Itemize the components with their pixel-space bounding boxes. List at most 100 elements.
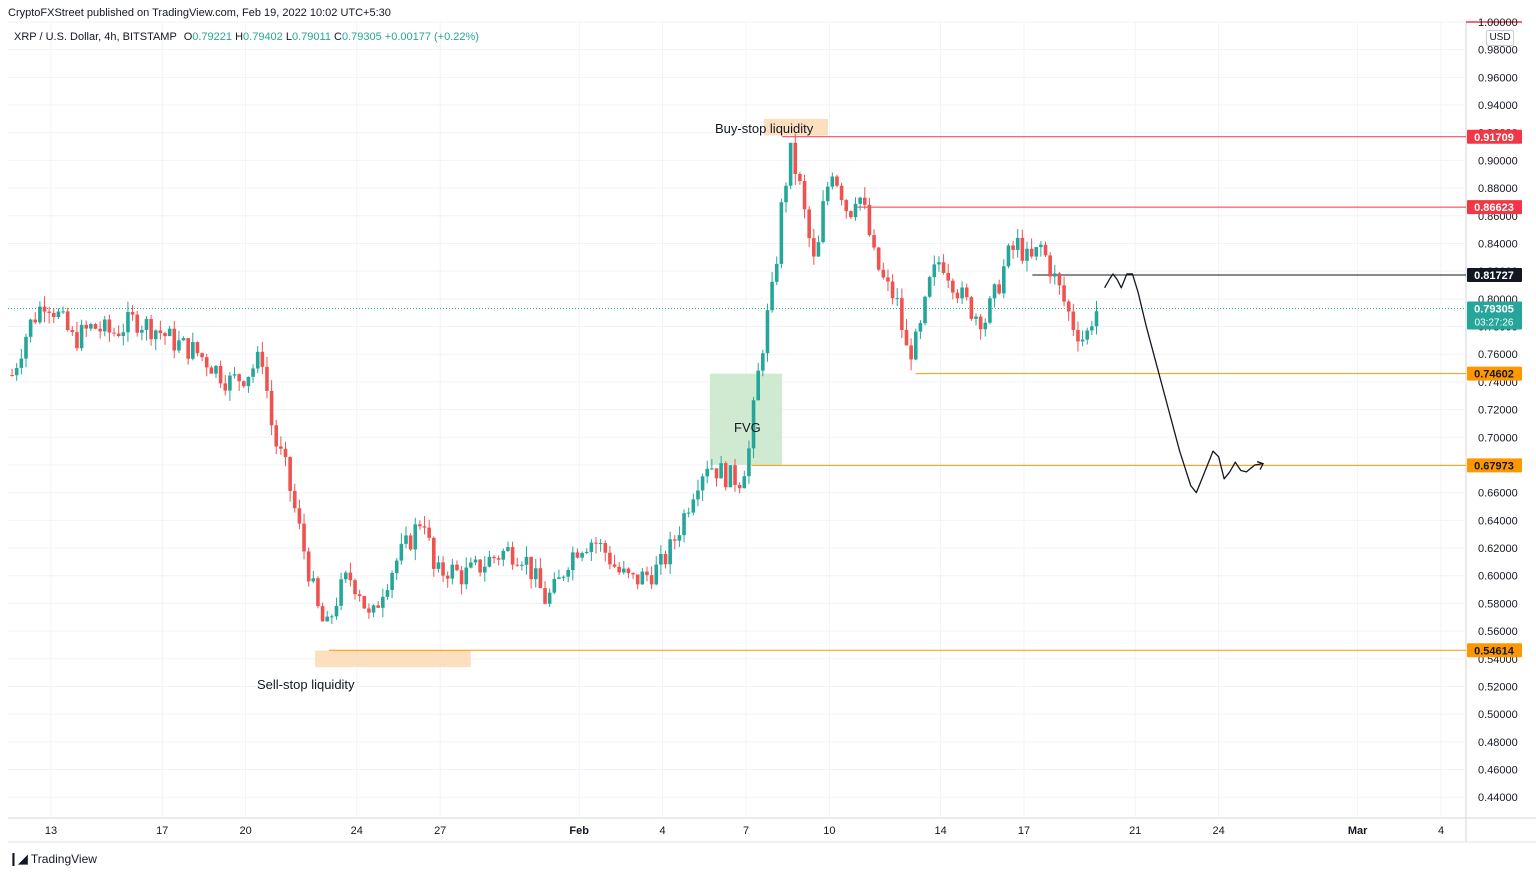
candle-body (974, 316, 978, 319)
candle-body (316, 578, 320, 607)
x-tick-label: 4 (1438, 825, 1444, 837)
candle-body (960, 287, 964, 299)
candle-body (260, 351, 265, 367)
candle-body (362, 596, 367, 609)
candle-body (408, 535, 413, 550)
candle-body (357, 594, 362, 597)
candle-body (825, 186, 830, 202)
candle-body (682, 513, 686, 536)
candle-body (663, 553, 668, 565)
candle-body (849, 211, 853, 218)
candle-body (427, 527, 431, 538)
candle-body (84, 324, 89, 329)
candle-body (923, 296, 927, 324)
candle-body (835, 176, 839, 186)
candle-body (47, 311, 51, 313)
candle-body (756, 370, 760, 401)
low-label: L (285, 31, 292, 43)
candle-body (862, 197, 867, 205)
candle-body (28, 319, 33, 337)
level-tag (1467, 129, 1522, 144)
candle-body (751, 400, 756, 449)
candle-body (839, 185, 844, 201)
price-levels (8, 136, 1466, 651)
candle-body (121, 332, 126, 336)
candle-body (677, 535, 682, 541)
chart-grid (8, 21, 1536, 843)
candle-body (144, 318, 149, 330)
candle-body (334, 605, 339, 617)
level-tag-label: 0.74602 (1474, 369, 1514, 381)
y-tick-label: 0.94000 (1478, 100, 1518, 112)
y-tick-label: 0.66000 (1478, 488, 1518, 500)
candle-body (830, 176, 835, 187)
candle-body (659, 553, 663, 565)
high-label: H (235, 31, 244, 43)
candle-body (469, 562, 473, 568)
candle-body (381, 596, 385, 608)
level-tag-label: 0.67973 (1474, 460, 1514, 472)
candle-body (737, 484, 742, 489)
candle-body (496, 558, 501, 560)
candle-body (640, 571, 645, 585)
time-axis[interactable]: 13 17 20 24 27 Feb 4 7 10 14 17 21 24 Mar 4 (45, 825, 1444, 837)
candle-body (487, 556, 492, 567)
candle-body (700, 476, 705, 491)
y-tick-label: 0.76000 (1478, 349, 1518, 361)
x-tick-label: 14 (934, 825, 946, 837)
candle-body (473, 559, 478, 563)
candle-body (1062, 285, 1066, 302)
high-value: 0.79402 (243, 31, 283, 43)
candle-body (274, 425, 279, 447)
y-tick-label: 0.98000 (1478, 45, 1518, 57)
symbol-legend[interactable]: XRP / U.S. Dollar, 4h, BITSTAMP O0.79221… (14, 31, 479, 43)
candle-body (255, 351, 260, 369)
candle-body (571, 552, 575, 571)
candle-body (872, 235, 876, 248)
candle-body (10, 375, 14, 377)
candle-body (622, 568, 626, 573)
candle-body (1015, 237, 1020, 250)
y-tick-label: 0.56000 (1478, 626, 1518, 638)
candle-body (608, 552, 612, 565)
brand-footer[interactable]: ❙◢ TradingView (8, 851, 97, 867)
open-value: 0.79221 (192, 31, 233, 43)
candle-body (927, 277, 932, 297)
candle-body (130, 311, 135, 315)
level-tag (1467, 267, 1522, 282)
candle-body (895, 298, 900, 300)
y-tick-label: 0.88000 (1478, 183, 1518, 195)
y-tick-label: 0.60000 (1478, 571, 1518, 583)
candle-body (886, 277, 890, 282)
level-tag (1467, 643, 1522, 658)
x-tick-label: 27 (434, 825, 446, 837)
buy-stop-label: Buy-stop liquidity (715, 121, 814, 136)
y-tick-label: 0.50000 (1478, 709, 1518, 721)
candle-body (1025, 248, 1029, 261)
y-tick-label: 0.96000 (1478, 72, 1518, 84)
candle-body (668, 539, 672, 565)
last-price-label: 0.79305 (1474, 303, 1514, 315)
candle-body (969, 297, 974, 319)
y-tick-label: 0.84000 (1478, 238, 1518, 250)
candle-body (1052, 273, 1057, 277)
candle-body (561, 576, 566, 578)
candle-body (515, 564, 520, 566)
candle-body (631, 573, 635, 575)
currency-button[interactable]: USD (1486, 30, 1514, 46)
y-tick-label: 0.46000 (1478, 765, 1518, 777)
y-tick-label: 0.64000 (1478, 515, 1518, 527)
candle-body (14, 367, 19, 376)
candle-body (441, 562, 445, 576)
candle-body (464, 567, 469, 585)
candle-body (413, 524, 418, 550)
candle-body (529, 556, 533, 580)
candle-body (116, 333, 121, 336)
candle-body (603, 542, 608, 553)
candle-body (821, 201, 825, 243)
x-tick-label: 10 (823, 825, 835, 837)
candle-body (951, 280, 955, 293)
candle-body (520, 564, 524, 566)
candle-body (320, 606, 325, 622)
